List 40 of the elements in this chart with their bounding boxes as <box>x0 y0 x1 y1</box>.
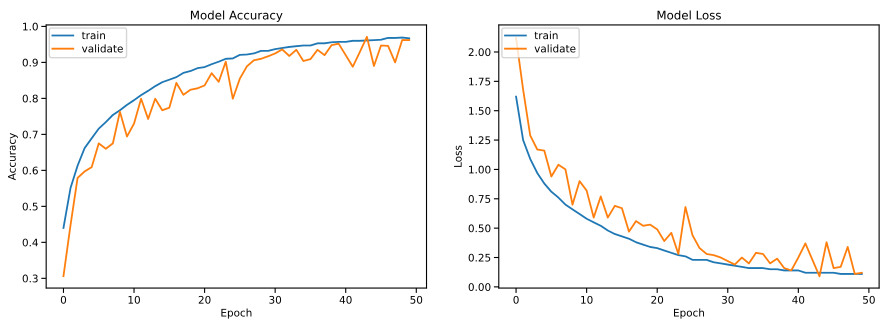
legend-label: validate <box>534 44 576 52</box>
line-series <box>515 96 863 275</box>
y-tick-label: 0.25 <box>468 254 490 262</box>
legend-label: validate <box>82 44 123 52</box>
y-tick-label: 0.5 <box>22 202 38 210</box>
y-tick-label: 0.6 <box>22 166 38 174</box>
x-tick-label: 0 <box>513 296 519 304</box>
y-tick-label: 1.00 <box>469 166 490 174</box>
y-axis-title: Accuracy <box>8 133 18 180</box>
x-tick-label: 20 <box>198 296 211 304</box>
y-tick-label: 0.7 <box>22 130 38 138</box>
y-tick-label: 0.8 <box>22 94 38 102</box>
x-tick-label: 40 <box>792 296 804 304</box>
x-tick-label: 50 <box>410 296 422 304</box>
legend-label: train <box>82 31 105 40</box>
x-tick-label: 50 <box>863 296 875 304</box>
x-tick-label: 40 <box>340 296 352 304</box>
y-tick-label: 2.00 <box>468 48 490 56</box>
y-tick-label: 0.9 <box>22 58 38 67</box>
x-tick-label: 20 <box>651 296 664 304</box>
y-axis-title: Loss <box>454 146 462 167</box>
chart-title: Model Accuracy <box>190 10 283 22</box>
y-tick-label: 1.25 <box>469 136 490 144</box>
x-axis-title: Epoch <box>221 308 252 319</box>
y-tick-label: 0.75 <box>468 195 490 203</box>
x-tick-label: 10 <box>128 296 140 304</box>
x-tick-label: 30 <box>269 296 282 304</box>
x-tick-label: 10 <box>581 296 593 304</box>
x-tick-label: 0 <box>60 296 66 304</box>
y-tick-label: 0.00 <box>468 283 490 291</box>
y-tick-label: 0.3 <box>22 274 38 282</box>
x-tick-label: 30 <box>722 296 734 304</box>
y-tick-label: 0.4 <box>22 238 38 246</box>
x-axis-title: Epoch <box>674 308 704 319</box>
y-tick-label: 1.50 <box>469 106 490 115</box>
y-tick-label: 1.0 <box>23 22 38 31</box>
legend-label: train <box>534 31 558 40</box>
y-tick-label: 1.75 <box>469 78 490 86</box>
chart-title: Model Loss <box>658 10 721 20</box>
y-tick-label: 0.50 <box>468 224 490 232</box>
